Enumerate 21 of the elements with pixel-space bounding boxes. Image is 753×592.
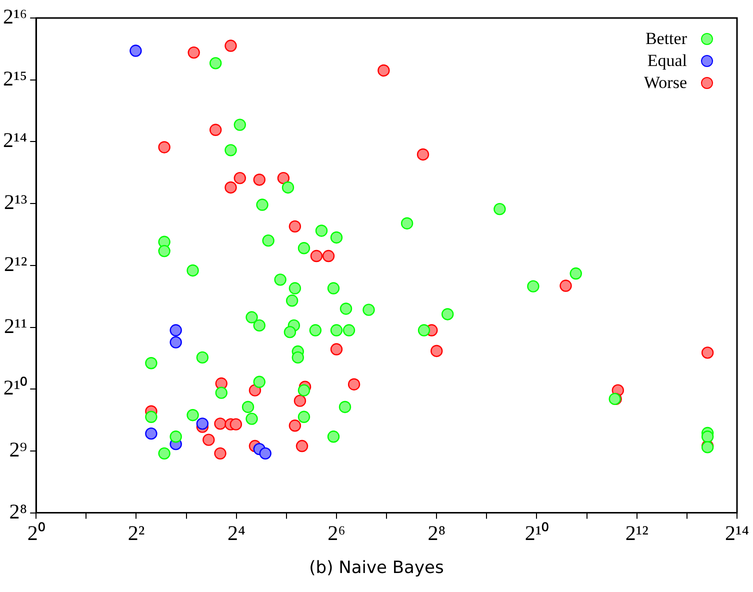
legend-label: Worse: [644, 73, 687, 93]
x-tick-label: 2¹²: [625, 520, 648, 545]
x-tick-label: 2⁴: [227, 520, 246, 545]
y-tick-label: 2¹⁰: [3, 376, 28, 400]
y-tick-label: 2¹¹: [4, 314, 28, 338]
x-tick-label: 2¹⁴: [724, 520, 750, 545]
y-tick-label: 2¹⁴: [2, 128, 28, 152]
legend-label: Equal: [647, 51, 687, 71]
x-tick-label: 2¹⁰: [524, 520, 549, 545]
y-tick-label: 2¹⁶: [2, 4, 28, 29]
y-tick-label: 2¹⁵: [2, 66, 28, 90]
x-tick-label: 2⁰: [27, 520, 45, 545]
y-tick-label: 2⁹: [9, 437, 28, 462]
y-tick-label: 2¹³: [4, 190, 28, 214]
x-tick-label: 2⁸: [428, 520, 446, 545]
y-tick-label: 2¹²: [4, 252, 28, 276]
legend-label: Better: [645, 29, 687, 49]
x-tick-label: 2⁶: [328, 520, 346, 545]
y-tick-label: 2⁸: [9, 499, 28, 524]
x-tick-label: 2²: [128, 520, 145, 545]
text: (b) Naive Bayes: [308, 558, 445, 578]
